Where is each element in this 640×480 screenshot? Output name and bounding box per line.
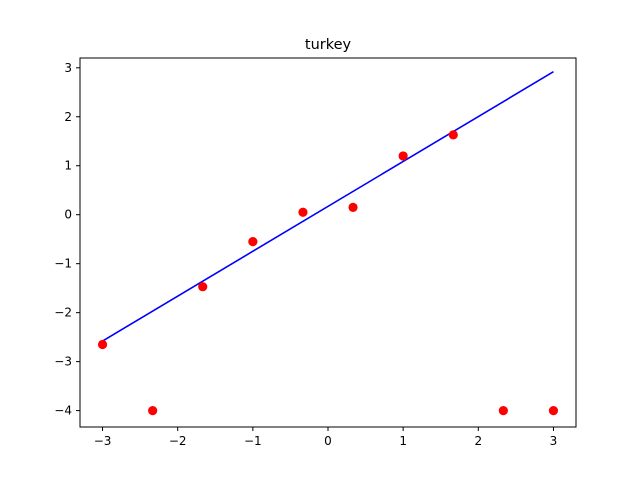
x-tick-label: 3 [550,434,558,448]
plot-area [97,71,559,416]
data-point [298,207,308,217]
x-tick-label: −1 [244,434,262,448]
fit-line [102,71,554,342]
data-point [448,130,458,140]
y-tick-label: −3 [54,355,72,369]
y-tick-label: 1 [64,159,72,173]
x-tick-label: 2 [474,434,482,448]
data-point [248,237,258,247]
y-tick-label: −2 [54,306,72,320]
data-point [198,282,208,292]
data-point [398,151,408,161]
y-tick-label: 0 [64,208,72,222]
x-tick-label: −3 [94,434,112,448]
x-axis-ticks: −3 −2 −1 0 1 2 3 [94,427,558,448]
y-axis-ticks: −4 −3 −2 −1 0 1 2 3 [54,61,80,418]
x-tick-label: 1 [399,434,407,448]
y-tick-label: 2 [64,110,72,124]
x-tick-label: 0 [324,434,332,448]
data-point [548,405,559,416]
data-point [148,405,158,416]
data-point [97,339,108,350]
chart-title: turkey [305,37,352,53]
y-tick-label: −4 [54,404,72,418]
data-point [348,202,358,212]
y-tick-label: −1 [54,257,72,271]
y-tick-label: 3 [64,61,72,75]
axes-frame [79,57,577,428]
x-tick-label: −2 [169,434,187,448]
data-point [498,405,508,416]
